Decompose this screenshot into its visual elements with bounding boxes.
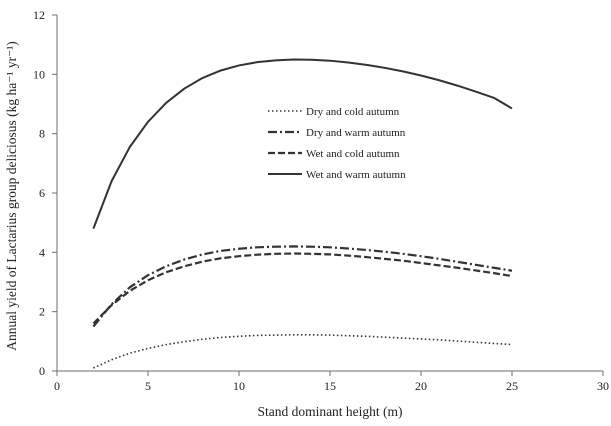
x-tick-label: 20 xyxy=(415,379,427,393)
x-axis-label: Stand dominant height (m) xyxy=(257,404,402,419)
series-line-wet-and-warm-autumn xyxy=(92,58,513,229)
legend: Dry and cold autumn Dry and warm autumn We… xyxy=(268,106,406,181)
legend-label: Wet and warm autumn xyxy=(306,169,406,181)
legend-label: Dry and cold autumn xyxy=(306,106,400,118)
chart-axes xyxy=(56,15,603,372)
y-tick-label: 6 xyxy=(39,186,45,200)
y-tick-label: 12 xyxy=(33,8,45,22)
x-axis-ticks: 0 5 10 15 20 25 30 xyxy=(54,371,609,393)
y-axis-ticks: 0 2 4 6 8 10 12 xyxy=(33,8,57,378)
x-tick-label: 15 xyxy=(324,379,336,393)
x-tick-label: 0 xyxy=(54,379,60,393)
series-line-wet-and-cold-autumn xyxy=(92,252,513,325)
y-tick-label: 10 xyxy=(33,67,45,81)
y-tick-label: 4 xyxy=(39,245,45,259)
x-tick-label: 30 xyxy=(597,379,609,393)
legend-label: Dry and warm autumn xyxy=(306,127,406,139)
series-line-dry-and-warm-autumn xyxy=(92,245,513,328)
y-tick-label: 0 xyxy=(39,364,45,378)
series-lines xyxy=(92,58,513,369)
x-tick-label: 25 xyxy=(506,379,518,393)
y-axis-label: Annual yield of Lactarius group delicios… xyxy=(4,41,19,351)
legend-label: Wet and cold autumn xyxy=(306,148,400,160)
y-tick-label: 2 xyxy=(39,305,45,319)
y-tick-label: 8 xyxy=(39,127,45,141)
x-tick-label: 10 xyxy=(233,379,245,393)
series-line-dry-and-cold-autumn xyxy=(93,334,513,369)
x-tick-label: 5 xyxy=(145,379,151,393)
